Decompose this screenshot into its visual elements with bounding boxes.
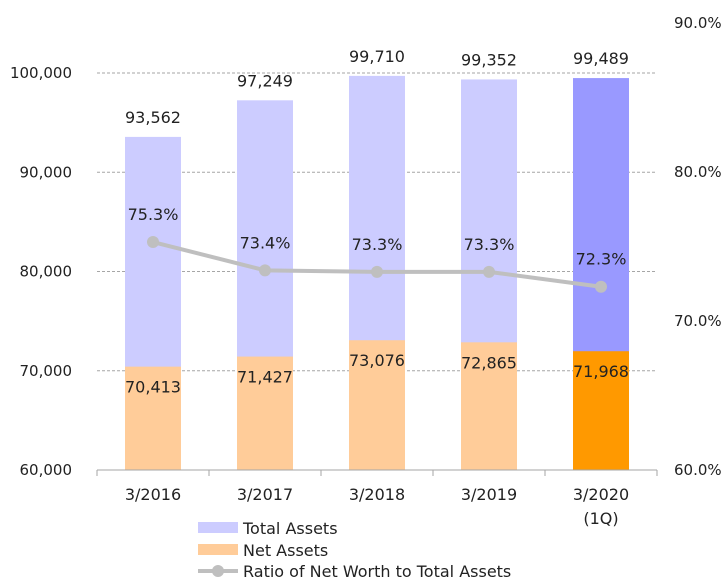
total-assets-value-label: 99,710 bbox=[349, 47, 405, 66]
net-assets-bar bbox=[349, 340, 405, 470]
net-assets-value-label: 70,413 bbox=[125, 378, 181, 397]
legend-swatch-ratio-marker bbox=[212, 565, 224, 577]
total-assets-value-label: 99,352 bbox=[461, 50, 517, 69]
legend-swatch-net-assets bbox=[198, 544, 238, 555]
right-axis-tick-label: 90.0% bbox=[674, 14, 722, 32]
net-assets-bar bbox=[461, 342, 517, 470]
net-assets-bar bbox=[125, 366, 181, 470]
right-axis-tick-label: 70.0% bbox=[674, 312, 722, 330]
left-axis-tick-label: 100,000 bbox=[10, 64, 72, 82]
category-label: 3/2020 bbox=[573, 485, 629, 504]
net-assets-bar bbox=[237, 356, 293, 470]
net-assets-value-label: 73,076 bbox=[349, 351, 405, 370]
ratio-point bbox=[147, 236, 159, 249]
left-axis-tick-label: 70,000 bbox=[20, 362, 73, 380]
legend-label-net-assets: Net Assets bbox=[243, 541, 328, 560]
ratio-point bbox=[259, 264, 271, 277]
ratio-point bbox=[595, 280, 607, 293]
ratio-value-label: 73.3% bbox=[352, 235, 403, 254]
ratio-point bbox=[371, 265, 383, 278]
net-assets-bar bbox=[573, 351, 629, 470]
left-axis-tick-label: 60,000 bbox=[20, 461, 73, 479]
category-label: 3/2017 bbox=[237, 485, 293, 504]
legend-swatch-total-assets bbox=[198, 522, 238, 533]
right-axis-tick-label: 60.0% bbox=[674, 461, 722, 479]
ratio-value-label: 73.3% bbox=[464, 235, 515, 254]
right-axis-tick-label: 80.0% bbox=[674, 163, 722, 181]
category-label: 3/2018 bbox=[349, 485, 405, 504]
total-assets-value-label: 99,489 bbox=[573, 49, 629, 68]
legend-label-ratio: Ratio of Net Worth to Total Assets bbox=[243, 562, 511, 581]
left-axis-tick-label: 90,000 bbox=[20, 163, 73, 181]
category-label: 3/2019 bbox=[461, 485, 517, 504]
net-assets-value-label: 71,968 bbox=[573, 362, 629, 381]
ratio-value-label: 73.4% bbox=[240, 233, 291, 252]
total-assets-value-label: 97,249 bbox=[237, 71, 293, 90]
left-axis-tick-label: 80,000 bbox=[20, 263, 73, 281]
category-sublabel: (1Q) bbox=[583, 509, 618, 528]
total-assets-value-label: 93,562 bbox=[125, 108, 181, 127]
ratio-point bbox=[483, 265, 495, 278]
category-label: 3/2016 bbox=[125, 485, 181, 504]
legend-label-total-assets: Total Assets bbox=[242, 519, 338, 538]
ratio-value-label: 75.3% bbox=[128, 205, 179, 224]
ratio-value-label: 72.3% bbox=[576, 250, 627, 269]
net-assets-value-label: 71,427 bbox=[237, 368, 293, 387]
net-assets-value-label: 72,865 bbox=[461, 353, 517, 372]
